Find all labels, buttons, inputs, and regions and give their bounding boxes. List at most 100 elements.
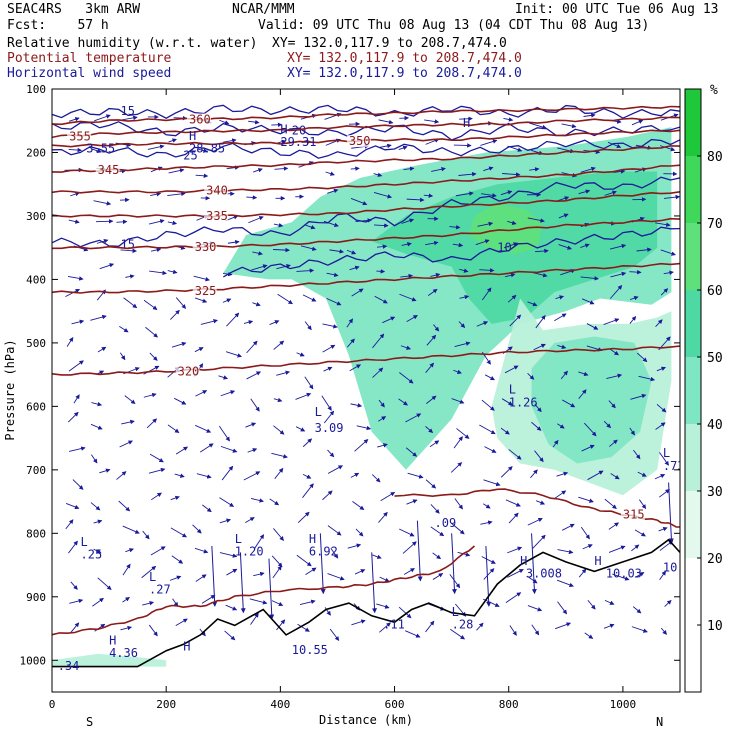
wind-vector — [399, 372, 414, 384]
wind-vector — [71, 319, 85, 325]
wind-vector — [346, 318, 353, 328]
wind-vector — [557, 549, 574, 555]
wind-vector — [483, 479, 501, 487]
colorbar-tick-label: 20 — [707, 552, 723, 567]
theta-contour-10 — [52, 545, 476, 636]
wind-vector — [631, 626, 648, 633]
wind-vector — [99, 263, 115, 270]
wind-vector — [629, 427, 635, 436]
wind-vector — [558, 213, 569, 219]
wind-vector — [142, 601, 155, 606]
wind-contour-3 — [52, 176, 680, 248]
wind-vector — [225, 604, 238, 611]
wind-contour-0 — [52, 104, 680, 119]
wind-vector — [373, 192, 393, 199]
terrain-line — [52, 538, 680, 668]
y-tick-label: 700 — [26, 464, 46, 477]
plot-frame — [51, 88, 681, 693]
wind-vector — [276, 619, 286, 631]
wind-vector — [476, 622, 484, 631]
wind-vector — [531, 624, 540, 636]
theta-contour-label: 340 — [206, 184, 228, 198]
colorbar-swatch — [685, 491, 701, 558]
wind-vector — [90, 502, 101, 511]
theta-contour-label: 355 — [69, 130, 91, 144]
wind-vector — [350, 472, 360, 478]
wind-vector — [503, 117, 514, 122]
theta-contour-label: 350 — [349, 134, 371, 148]
wind-vector — [169, 575, 182, 581]
wind-vector — [425, 426, 434, 433]
wind-vector — [327, 449, 335, 458]
wind-vector — [634, 529, 646, 537]
colorbar-unit: % — [710, 83, 718, 98]
wind-vector — [167, 191, 186, 197]
wind-vector — [302, 438, 313, 448]
wind-vector — [94, 623, 106, 632]
wind-vector — [355, 528, 364, 537]
theta-label-bg — [620, 508, 645, 521]
wind-vector — [610, 271, 627, 278]
wind-vector — [609, 284, 623, 299]
extremum-label: H — [183, 640, 190, 654]
wind-vector — [580, 243, 590, 248]
wind-vector — [581, 298, 595, 305]
wind-vector — [322, 323, 338, 329]
wind-vector — [196, 473, 212, 479]
wind-vector — [194, 297, 208, 303]
wind-vector — [416, 520, 423, 582]
wind-vector — [609, 243, 627, 250]
wind-vector — [578, 371, 589, 377]
wind-vector — [587, 599, 596, 610]
wind-vector — [378, 119, 394, 125]
wind-vector — [629, 295, 639, 301]
wind-vector — [125, 548, 134, 553]
theta-label-bg — [67, 130, 92, 143]
wind-vector — [604, 190, 617, 196]
wind-vector — [451, 398, 465, 404]
wind-vector — [239, 552, 246, 614]
wind-vector — [119, 352, 126, 361]
forecast-hour: Fcst: 57 h — [7, 18, 109, 33]
wind-vector — [274, 467, 284, 479]
extremum-label: 3.008 — [526, 567, 562, 581]
x-axis-label: Distance (km) — [319, 713, 413, 727]
wind-vector — [302, 483, 314, 498]
wind-vector — [245, 517, 255, 523]
wind-vector — [458, 321, 466, 329]
wind-vector — [273, 397, 283, 403]
wind-vector — [507, 220, 517, 225]
extremum-label: 3.55 — [86, 141, 115, 155]
wind-vector — [635, 572, 645, 578]
wind-vector — [276, 370, 291, 376]
wind-contour-4 — [222, 226, 680, 278]
wind-vector — [459, 116, 473, 121]
wind-vector — [246, 371, 262, 380]
wind-vector — [578, 568, 587, 578]
wind-vector — [273, 528, 284, 541]
wind-vector — [509, 625, 517, 636]
wind-vector — [504, 365, 519, 374]
wind-vector — [379, 143, 392, 149]
wind-vector — [613, 169, 626, 174]
y-tick-label: 100 — [26, 83, 46, 96]
wind-vector — [475, 239, 490, 246]
wind-vector — [202, 504, 212, 513]
wind-vector — [374, 223, 389, 228]
wind-vector — [268, 558, 275, 620]
wind-vector — [405, 447, 418, 457]
wind-vector — [578, 496, 594, 503]
wind-vector — [70, 581, 78, 590]
wind-vector — [246, 340, 258, 354]
rh-region-5 — [531, 336, 652, 464]
wind-vector — [407, 472, 424, 479]
wind-vector — [323, 366, 333, 372]
wind-vector — [170, 495, 180, 501]
wind-vector — [484, 374, 495, 381]
wind-vector — [502, 172, 521, 177]
wind-vector — [330, 548, 339, 559]
wind-vector — [535, 314, 546, 329]
wind-vector — [432, 573, 444, 580]
field-wind-label: Horizontal wind speed — [7, 66, 172, 81]
